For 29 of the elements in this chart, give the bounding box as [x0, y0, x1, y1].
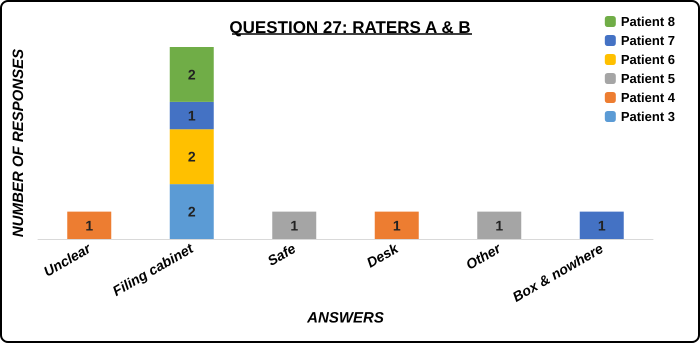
data-label: 1	[188, 108, 196, 124]
x-tick-label: Safe	[264, 240, 298, 269]
bar	[67, 212, 112, 239]
x-tick-label: Desk	[364, 239, 402, 271]
legend-label: Patient 5	[620, 71, 676, 86]
x-axis-title: ANSWERS	[306, 309, 384, 326]
data-label: 1	[85, 217, 94, 234]
data-label: 2	[188, 204, 196, 220]
data-label: 1	[495, 217, 504, 234]
bar	[580, 212, 624, 239]
data-label: 2	[188, 148, 196, 165]
legend-label: Patient 6	[620, 52, 676, 67]
data-label: 1	[598, 217, 606, 234]
data-label: 1	[392, 217, 401, 234]
legend-label: Patient 8	[620, 14, 676, 29]
legend-label: Patient 7	[620, 33, 676, 48]
legend-label: Patient 4	[620, 90, 676, 105]
bar	[272, 212, 316, 239]
data-label: 2	[188, 66, 196, 82]
bar	[170, 102, 214, 130]
bar	[170, 129, 214, 184]
bar	[170, 47, 214, 102]
bar	[170, 184, 214, 239]
bar	[477, 212, 522, 239]
bar	[374, 212, 419, 239]
chart-title: QUESTION 27: RATERS A & B	[229, 18, 471, 37]
legend-label: Patient 3	[620, 109, 676, 124]
data-label: 1	[290, 217, 298, 234]
y-axis-title: NUMBER OF RESPONSES	[10, 48, 27, 238]
